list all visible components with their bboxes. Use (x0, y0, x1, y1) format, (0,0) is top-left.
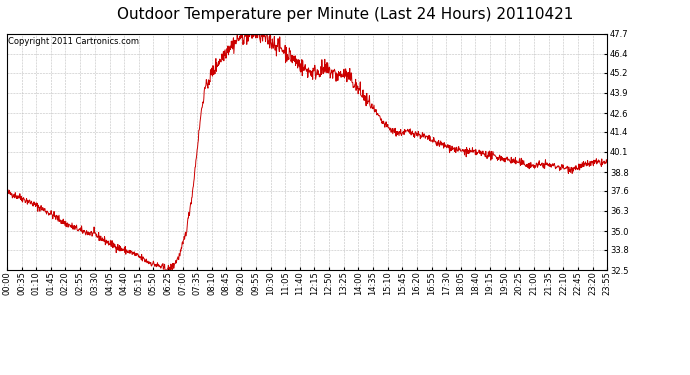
Text: Outdoor Temperature per Minute (Last 24 Hours) 20110421: Outdoor Temperature per Minute (Last 24 … (117, 8, 573, 22)
Text: Copyright 2011 Cartronics.com: Copyright 2011 Cartronics.com (8, 37, 139, 46)
